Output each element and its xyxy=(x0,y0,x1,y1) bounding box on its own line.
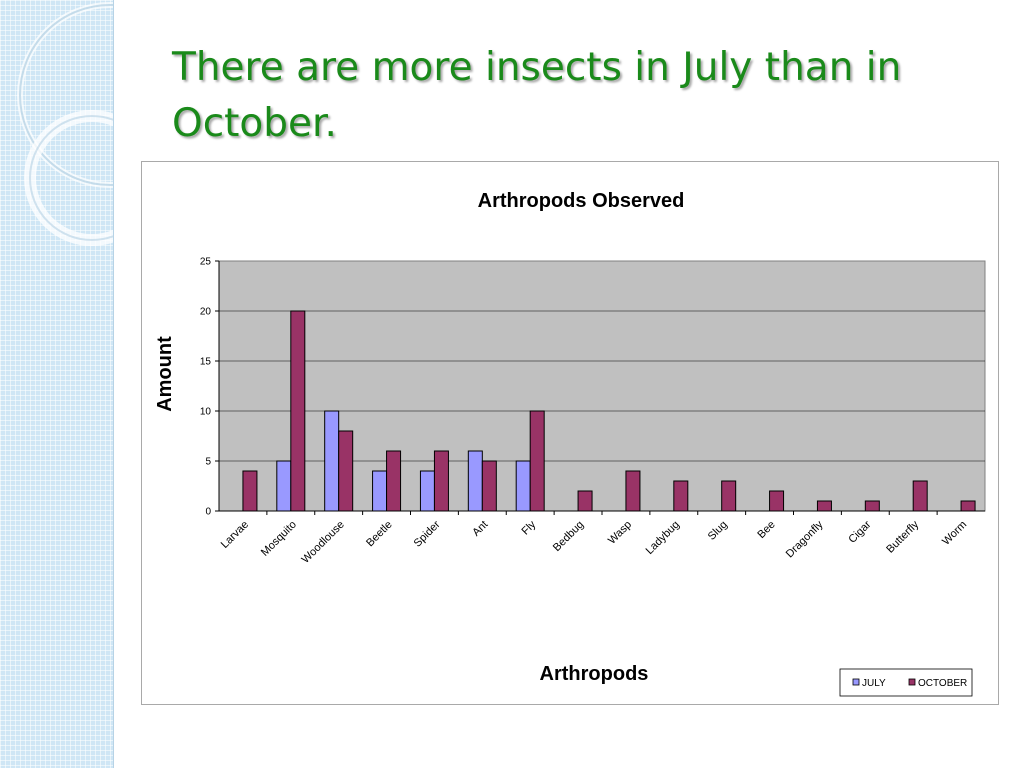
x-tick-label: Woodlouse xyxy=(300,519,347,566)
legend-label-october: OCTOBER xyxy=(918,678,967,689)
bar-july-ant xyxy=(467,450,483,512)
bar-october-bee xyxy=(769,490,785,512)
x-tick-label: Larvae xyxy=(219,519,251,551)
y-axis-title: Amount xyxy=(154,336,176,412)
decorative-sidebar xyxy=(0,0,114,768)
x-tick-label: Dragonfly xyxy=(784,518,826,560)
bar-october-slug xyxy=(721,480,737,512)
bar-october-fly xyxy=(529,410,545,512)
legend-swatch-october xyxy=(908,678,916,686)
x-tick-label: Mosquito xyxy=(259,519,299,559)
bar-july-mosquito xyxy=(276,460,292,512)
legend-box xyxy=(839,668,973,697)
bar-october-spider xyxy=(433,450,449,512)
legend-label-july: JULY xyxy=(862,678,886,689)
y-tick-label: 5 xyxy=(205,457,211,468)
bar-october-larvae xyxy=(242,470,258,512)
x-tick-label: Worm xyxy=(940,519,969,548)
x-axis-title: Arthropods xyxy=(540,663,649,685)
decorative-swirl xyxy=(17,2,113,246)
bar-october-woodlouse xyxy=(338,430,354,512)
chart-frame: 0 5 10 15 20 25 Larvae Mosquito Woodlouse Beetle S… xyxy=(141,161,999,705)
y-tick-label: 20 xyxy=(200,307,212,318)
bar-chart: 0 5 10 15 20 25 Larvae Mosquito Woodlouse Beetle S… xyxy=(154,190,986,697)
x-tick-label: Fly xyxy=(519,518,538,537)
y-tick-label: 25 xyxy=(200,257,212,268)
x-tick-label: Cigar xyxy=(846,518,873,545)
bar-october-ladybug xyxy=(673,480,689,512)
x-tick-label: Bedbug xyxy=(551,519,586,554)
x-tick-label: Ladybug xyxy=(644,519,682,557)
x-tick-label: Bee xyxy=(755,519,777,541)
bar-october-butterfly xyxy=(912,480,928,512)
bar-october-wasp xyxy=(625,470,641,512)
y-tick-label: 10 xyxy=(200,407,212,418)
x-tick-label: Slug xyxy=(706,519,730,543)
x-tick-label: Beetle xyxy=(364,519,395,550)
y-tick-label: 0 xyxy=(205,507,211,518)
bar-july-beetle xyxy=(372,470,388,512)
bar-october-beetle xyxy=(386,450,402,512)
legend-swatch-july xyxy=(852,678,860,686)
slide-title: There are more insects in July than in O… xyxy=(172,45,902,146)
bar-july-spider xyxy=(419,470,435,512)
bar-october-mosquito xyxy=(290,310,306,512)
bar-october-cigar xyxy=(864,500,880,512)
y-tick-label: 15 xyxy=(200,357,212,368)
bar-october-worm xyxy=(960,500,976,512)
x-tick-label: Ant xyxy=(470,519,490,539)
bar-october-bedbug xyxy=(577,490,593,512)
bar-october-ant xyxy=(481,460,497,512)
bar-july-fly xyxy=(515,460,531,512)
x-tick-label: Butterfly xyxy=(884,518,921,555)
chart-title: Arthropods Observed xyxy=(478,190,685,212)
x-tick-label: Wasp xyxy=(606,519,634,547)
bar-october-dragonfly xyxy=(816,500,832,512)
bar-july-woodlouse xyxy=(324,410,340,512)
x-tick-label: Spider xyxy=(412,518,443,549)
